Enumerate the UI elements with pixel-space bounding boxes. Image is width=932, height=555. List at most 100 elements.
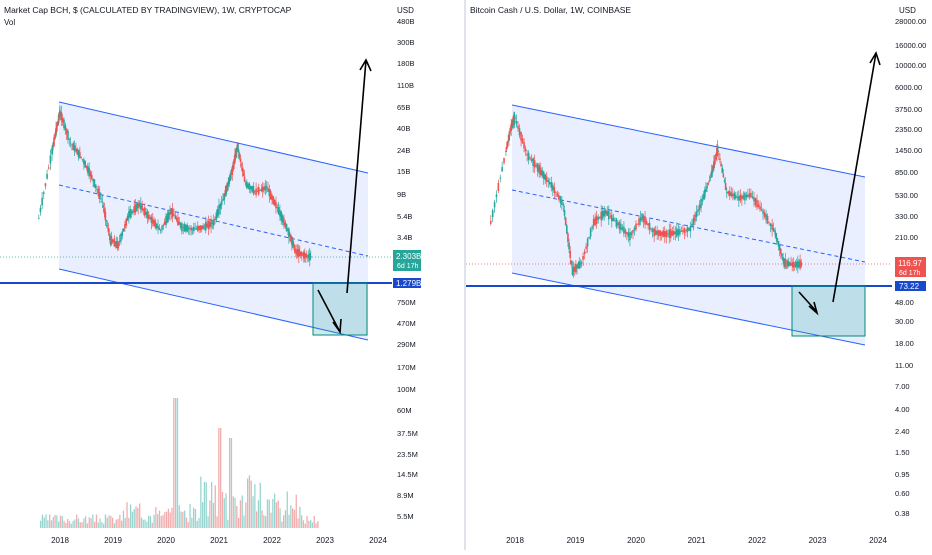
panel-divider[interactable]: [464, 0, 466, 550]
candle-body: [685, 230, 687, 231]
right-chart-svg[interactable]: USD 28000.00 16000.00 10000.00 6000.00 3750.…: [466, 0, 932, 550]
volume-bar: [230, 438, 233, 528]
volume-bar: [299, 506, 301, 528]
volume-bar: [207, 516, 209, 528]
volume-bar: [43, 517, 45, 528]
up-arrow[interactable]: [832, 52, 877, 303]
candle-body: [736, 196, 739, 198]
candle-body: [716, 145, 719, 152]
candle-body: [46, 174, 48, 179]
candle-body: [297, 248, 299, 257]
candle-body: [686, 227, 689, 233]
candle-body: [503, 157, 505, 163]
candle-body: [154, 220, 157, 228]
axis-tick-label: 180B: [397, 59, 415, 68]
candle-body: [102, 205, 105, 208]
candle-body: [166, 213, 169, 223]
left-chart-panel[interactable]: Market Cap BCH, $ (CALCULATED BY TRADING…: [0, 0, 464, 550]
candle-body: [722, 174, 725, 178]
volume-bar: [63, 520, 65, 528]
left-chart-svg[interactable]: USD 480B 300B 180B 110B 65B 40B 24B 15B 9B 5.4B 3.…: [0, 0, 464, 550]
volume-bar: [88, 517, 90, 528]
candle-body: [730, 192, 733, 197]
candle-body: [63, 119, 65, 129]
candle-body: [550, 182, 553, 188]
candle-body: [555, 192, 557, 193]
volume-bar: [67, 518, 69, 528]
candle-body: [273, 199, 276, 206]
axis-tick-label: 750M: [397, 298, 416, 307]
candle-body: [85, 165, 88, 168]
candle-body: [509, 129, 512, 132]
target-box[interactable]: [791, 285, 866, 337]
candle-body: [750, 192, 752, 198]
candle-body: [727, 191, 730, 195]
candle-body: [569, 250, 572, 258]
volume-bar: [52, 517, 54, 528]
candle-body: [665, 231, 668, 238]
volume-bar: [196, 520, 198, 528]
candle-body: [103, 208, 106, 214]
candle-body: [724, 183, 727, 190]
candle-body: [585, 246, 587, 249]
volume-bar: [225, 493, 227, 528]
volume-bar: [310, 520, 312, 528]
volume-bar: [94, 521, 96, 528]
candle-body: [140, 203, 142, 210]
candle-body: [530, 159, 533, 162]
volume-bar: [301, 515, 303, 528]
candle-body: [75, 148, 77, 152]
volume-bar: [238, 517, 240, 528]
volume-bar: [56, 515, 58, 528]
candle-body: [656, 230, 658, 235]
candle-body: [207, 220, 210, 230]
candle-body: [742, 195, 745, 199]
volume-bar: [198, 517, 200, 528]
right-chart-panel[interactable]: Bitcoin Cash / U.S. Dollar, 1W, COINBASE…: [466, 0, 932, 550]
candle-body: [229, 173, 232, 181]
candle-body: [591, 226, 593, 229]
volume-bar: [223, 498, 225, 528]
candle-body: [776, 238, 779, 242]
volume-bar: [247, 478, 249, 528]
channel-mid-line[interactable]: [58, 184, 369, 257]
candle-body: [538, 165, 540, 174]
up-arrow[interactable]: [346, 59, 367, 294]
candle-body: [692, 218, 695, 226]
candle-body: [626, 231, 628, 235]
volume-bar: [175, 398, 177, 528]
candle-body: [682, 230, 684, 232]
support-value: 1.279B: [396, 279, 421, 288]
volume-bar: [254, 484, 256, 528]
candle-body: [615, 218, 618, 227]
channel-lower-line[interactable]: [58, 268, 369, 341]
candle-body: [572, 267, 575, 273]
volume-bar: [77, 518, 80, 528]
volume-bar: [306, 515, 308, 528]
channel-upper-line[interactable]: [58, 101, 369, 174]
volume-bar: [308, 520, 310, 528]
candle-body: [598, 216, 601, 218]
volume-bar: [173, 398, 175, 528]
candle-body: [157, 225, 159, 229]
candle-body: [541, 170, 544, 177]
candle-body: [69, 142, 72, 144]
candle-body: [53, 137, 56, 139]
volume-bar: [50, 520, 53, 528]
candle-body: [287, 229, 289, 232]
down-arrow[interactable]: [317, 289, 341, 333]
down-arrow[interactable]: [798, 291, 818, 313]
candle-body: [668, 229, 671, 238]
candle-body: [198, 226, 200, 231]
candle-body: [759, 206, 761, 210]
candle-body: [568, 242, 570, 250]
axis-tick-label: 10000.00: [895, 61, 926, 70]
candle-body: [774, 230, 776, 235]
candle-body: [158, 227, 161, 230]
volume-bar: [283, 515, 285, 528]
last-price-value: 2.303B: [396, 252, 421, 261]
channel-upper-line[interactable]: [511, 104, 866, 178]
candle-body: [563, 210, 566, 216]
volume-bar: [54, 515, 56, 528]
candle-body: [791, 263, 793, 266]
